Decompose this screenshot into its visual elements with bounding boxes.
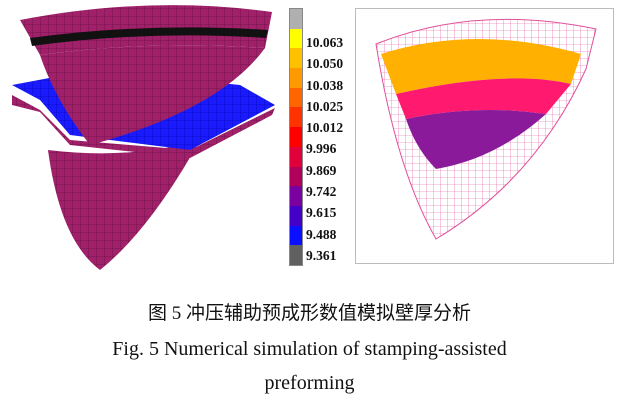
- yellow-band: [381, 39, 581, 94]
- colorbar-segment: [290, 9, 302, 29]
- colorbar-segment: [290, 225, 302, 246]
- colorbar-segment: [290, 245, 302, 265]
- colorbar-segment: [290, 127, 302, 147]
- caption-chinese: 图 5 冲压辅助预成形数值模拟壁厚分析: [147, 303, 471, 324]
- colorbar-label: 9.996: [306, 141, 337, 157]
- upper-bowl: [40, 45, 265, 145]
- colorbar-segment: [290, 48, 302, 69]
- colorbar-labels: 10.063 10.050 10.038 10.025 10.012 9.996 9.869…: [306, 32, 343, 266]
- colorbar-label: 9.361: [306, 247, 337, 263]
- colorbar-label: 10.025: [306, 98, 344, 114]
- colorbar-segment: [290, 28, 302, 49]
- colorbar-label: 9.488: [306, 226, 337, 242]
- lower-bowl: [48, 140, 200, 270]
- colorbar-label: 10.063: [306, 35, 344, 50]
- colorbar-label: 9.615: [306, 205, 337, 221]
- caption-english-line2: preforming: [264, 372, 355, 394]
- colorbar-segment: [290, 186, 302, 206]
- colorbar: [289, 8, 303, 266]
- caption-english-line1: Fig. 5 Numerical simulation of stamping-…: [112, 338, 507, 360]
- colorbar-segment: [290, 146, 302, 167]
- left-mesh-model: [12, 5, 275, 270]
- colorbar-segment: [290, 107, 302, 128]
- colorbar-label: 10.038: [306, 77, 344, 93]
- colorbar-label: 10.050: [306, 56, 344, 72]
- colorbar-segment: [290, 205, 302, 226]
- colorbar-segment: [290, 68, 302, 88]
- colorbar-segment: [290, 166, 302, 187]
- colorbar-segment: [290, 87, 302, 108]
- colorbar-label: 10.012: [306, 120, 344, 136]
- colorbar-label: 9.869: [306, 162, 337, 178]
- right-thickness-plot: [355, 8, 614, 264]
- colorbar-label: 9.742: [306, 184, 337, 200]
